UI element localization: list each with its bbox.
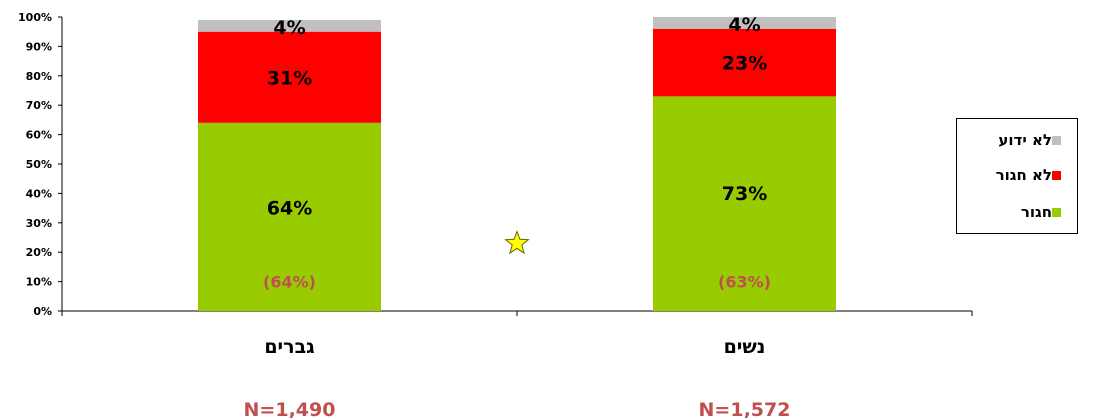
category-label: גברים	[264, 336, 314, 358]
legend-label-not-belted: לא חגור	[995, 166, 1052, 184]
bar-segment	[653, 28, 836, 97]
legend-label-unknown: לא ידוע	[998, 131, 1052, 149]
bar-segment	[198, 31, 381, 123]
legend-label-belted: חגור	[1020, 203, 1052, 221]
bar-segment	[653, 96, 836, 311]
bar-segment	[653, 17, 836, 29]
y-tick-label: 30%	[26, 217, 52, 230]
previous-value-label: (63%)	[718, 272, 771, 291]
legend-item-not-belted: לא חגור	[996, 166, 1065, 184]
data-label: 4%	[273, 17, 305, 39]
y-tick-label: 70%	[26, 99, 52, 112]
y-tick-label: 50%	[26, 158, 52, 171]
data-label: 4%	[728, 14, 760, 36]
legend-item-belted: חגור	[1021, 203, 1065, 221]
legend-swatch-unknown	[1052, 135, 1061, 145]
data-label: 23%	[722, 53, 767, 75]
y-tick-label: 10%	[26, 276, 52, 289]
category-label: נשים	[724, 336, 766, 358]
y-tick-label: 90%	[26, 40, 52, 53]
legend-swatch-belted	[1052, 207, 1061, 217]
bar-segment	[198, 122, 381, 311]
y-tick-label: 100%	[18, 11, 52, 24]
y-tick-label: 40%	[26, 187, 52, 200]
bar-segment	[198, 19, 381, 32]
legend-swatch-not-belted	[1052, 170, 1061, 180]
y-tick-label: 0%	[33, 305, 52, 318]
legend: לא ידוע לא חגור חגור	[956, 118, 1078, 234]
y-tick-label: 80%	[26, 70, 52, 83]
sample-size-label: N=1,490	[244, 399, 336, 418]
y-tick-label: 60%	[26, 129, 52, 142]
data-label: 31%	[267, 67, 312, 89]
previous-value-label: (64%)	[263, 272, 316, 291]
legend-item-unknown: לא ידוע	[998, 131, 1065, 149]
star-icon	[504, 229, 530, 255]
data-label: 64%	[267, 198, 312, 220]
sample-size-label: N=1,572	[699, 399, 791, 418]
y-tick-label: 20%	[26, 246, 52, 259]
data-label: 73%	[722, 183, 767, 205]
